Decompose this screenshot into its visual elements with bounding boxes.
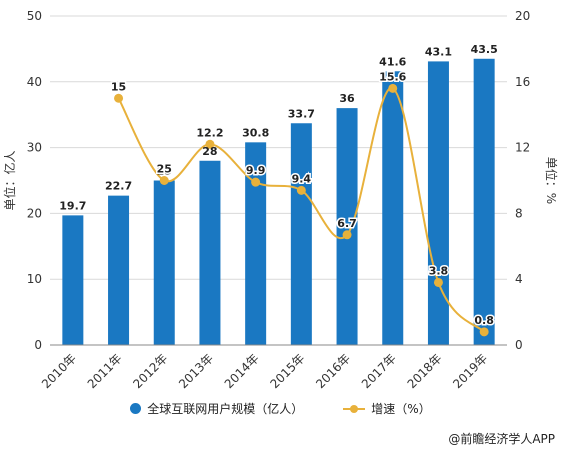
source-note: @前瞻经济学人APP — [448, 432, 555, 446]
y-left-tick-label: 10 — [27, 272, 42, 286]
x-tick-label: 2015年 — [267, 351, 307, 391]
bar — [382, 71, 404, 345]
x-tick-label: 2016年 — [313, 351, 353, 391]
growth-value-label: 9.9 — [246, 164, 266, 177]
bar-value-label: 22.7 — [105, 180, 132, 193]
y-left-axis-label: 单位：亿人 — [2, 150, 17, 210]
x-tick-label: 2017年 — [359, 351, 399, 391]
growth-point — [205, 139, 215, 149]
bar-value-label: 19.7 — [59, 199, 86, 212]
bar-value-label: 41.6 — [379, 55, 406, 68]
y-left-tick-label: 50 — [27, 9, 42, 23]
y-right-tick-label: 0 — [515, 338, 523, 352]
growth-line — [117, 87, 485, 333]
x-tick-label: 2014年 — [222, 351, 262, 391]
growth-value-label: 12.2 — [196, 126, 223, 139]
y-left-tick-label: 40 — [27, 75, 42, 89]
growth-value-label: 15 — [111, 80, 126, 93]
growth-point — [159, 176, 169, 185]
growth-point — [342, 230, 352, 240]
bar — [290, 123, 312, 345]
legend-line-swatch — [343, 403, 366, 414]
growth-value-label: 25 — [157, 163, 172, 176]
legend-item-users: 全球互联网用户规模（亿人） — [130, 400, 303, 417]
bar — [427, 61, 449, 345]
y-right-tick-label: 20 — [515, 9, 530, 23]
x-tick-label: 2011年 — [85, 351, 125, 391]
x-tick-label: 2019年 — [450, 351, 490, 391]
growth-value-label: 0.8 — [474, 314, 494, 327]
growth-point — [296, 185, 306, 195]
growth-value-label: 9.4 — [292, 172, 312, 185]
x-tick-label: 2010年 — [39, 351, 79, 391]
bar-value-label: 28 — [202, 145, 217, 158]
growth-point — [479, 327, 489, 337]
y-right-tick-label: 16 — [515, 75, 530, 89]
y-right-tick-label: 12 — [515, 141, 530, 155]
x-tick-label: 2012年 — [130, 351, 170, 391]
growth-point — [251, 177, 261, 187]
legend-item-growth: 增速（%） — [343, 400, 431, 417]
bar — [108, 195, 130, 345]
bar — [336, 108, 358, 346]
growth-point — [433, 277, 443, 287]
legend-bar-swatch — [130, 403, 142, 414]
x-tick-label: 2013年 — [176, 351, 216, 391]
growth-value-label: 3.8 — [429, 264, 449, 277]
legend: 全球互联网用户规模（亿人） 增速（%） — [0, 400, 561, 417]
bar — [199, 160, 221, 345]
bar — [245, 142, 267, 345]
bar-value-label: 43.1 — [425, 45, 452, 58]
y-right-axis-label: 单位：% — [544, 157, 559, 204]
bar — [62, 215, 84, 345]
bar-value-label: 43.5 — [471, 43, 498, 56]
y-left-tick-label: 20 — [27, 206, 42, 220]
growth-value-label: 15.6 — [379, 70, 406, 83]
y-right-tick-label: 4 — [515, 272, 523, 286]
growth-point — [388, 83, 398, 93]
bar-value-label: 36 — [339, 92, 355, 105]
legend-line-label: 增速（%） — [371, 402, 431, 416]
bar-value-label: 25 — [157, 165, 172, 178]
bar-value-label: 33.7 — [288, 107, 315, 120]
growth-value-label: 6.7 — [337, 217, 357, 230]
bar — [473, 58, 495, 346]
bar-value-label: 30.8 — [242, 126, 269, 139]
growth-point — [114, 93, 124, 103]
y-right-tick-label: 8 — [515, 206, 523, 220]
y-left-tick-label: 0 — [34, 338, 42, 352]
bar — [153, 180, 175, 345]
legend-bar-label: 全球互联网用户规模（亿人） — [147, 402, 304, 416]
y-left-tick-label: 30 — [27, 141, 42, 155]
x-tick-label: 2018年 — [405, 351, 445, 391]
